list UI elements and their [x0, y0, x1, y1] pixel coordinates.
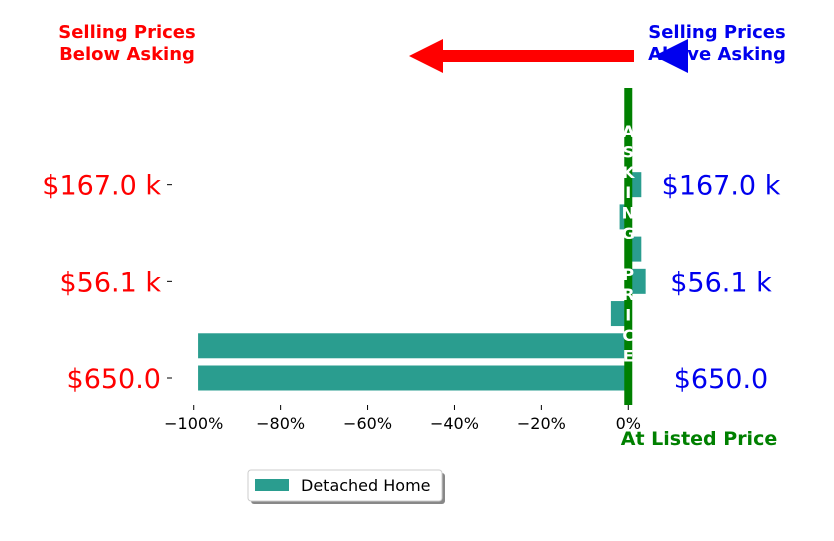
left-y-axis: $650.0 $56.1 k $167.0 k	[42, 171, 172, 395]
right-tick-label-2: $167.0 k	[662, 171, 781, 202]
asking-letter-9: I	[625, 306, 631, 325]
x-tick-label-4: −20%	[517, 414, 566, 433]
asking-letter-7: P	[622, 265, 634, 284]
x-tick-label-1: −80%	[256, 414, 305, 433]
asking-price-bar	[624, 88, 633, 405]
asking-price-line	[624, 88, 633, 405]
bar-0	[198, 365, 629, 391]
asking-letter-3: I	[625, 183, 631, 202]
legend: Detached Home	[247, 469, 445, 504]
legend-swatch	[255, 479, 289, 491]
asking-letter-1: S	[623, 142, 635, 161]
asking-letter-8: R	[622, 285, 634, 304]
right-y-axis: $650.0 $56.1 k $167.0 k	[662, 171, 781, 395]
below-asking-line-2: Below Asking	[59, 44, 195, 65]
at-listed-price-label: At Listed Price	[621, 428, 777, 450]
asking-letter-5: G	[622, 224, 635, 243]
bar-3	[628, 268, 646, 294]
asking-letter-10: C	[622, 326, 634, 345]
x-tick-label-3: −40%	[430, 414, 479, 433]
asking-letter-2: K	[622, 163, 635, 182]
x-axis: −100% −80% −60% −40% −20% 0%	[164, 405, 641, 433]
bars-layer	[198, 172, 646, 391]
right-tick-label-1: $56.1 k	[670, 267, 772, 298]
x-tick-label-0: −100%	[164, 414, 223, 433]
left-tick-label-1: $56.1 k	[59, 267, 161, 298]
asking-letter-4: N	[622, 204, 635, 223]
legend-label-detached-home: Detached Home	[301, 476, 431, 495]
x-tick-label-5: 0%	[616, 414, 641, 433]
asking-letter-11: E	[623, 346, 634, 365]
bar-1	[198, 333, 629, 359]
red-left-arrow	[409, 39, 634, 73]
left-tick-label-2: $167.0 k	[42, 171, 161, 202]
bar-5	[619, 204, 629, 230]
asking-letter-0: A	[622, 122, 635, 141]
right-tick-label-0: $650.0	[674, 364, 768, 395]
bar-2	[610, 301, 629, 327]
left-tick-label-0: $650.0	[67, 364, 161, 395]
blue-right-arrow	[654, 39, 688, 73]
below-asking-line-1: Selling Prices	[58, 22, 195, 43]
above-asking-line-1: Selling Prices	[648, 22, 785, 43]
x-tick-label-2: −60%	[343, 414, 392, 433]
